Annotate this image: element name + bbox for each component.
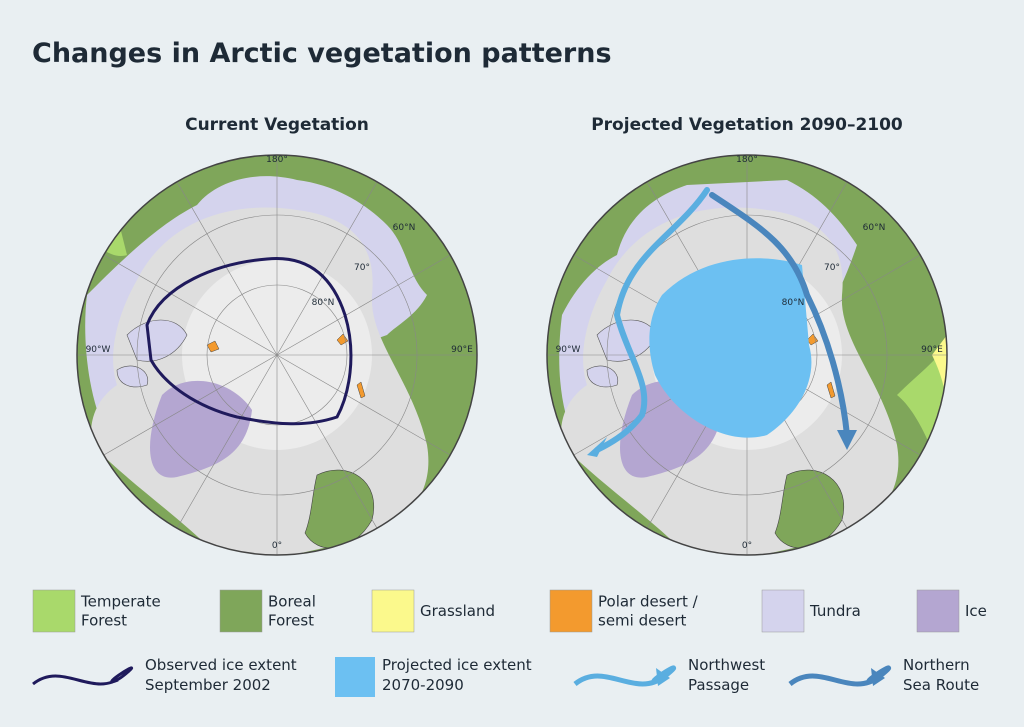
arrowhead <box>837 430 857 450</box>
legend-arrowhead <box>656 668 670 686</box>
graticule <box>103 254 278 356</box>
title: Changes in Arctic vegetation patterns <box>32 38 612 69</box>
legend-label: 2070-2090 <box>382 676 464 694</box>
legend-swatch <box>32 589 76 633</box>
graticule <box>176 354 278 529</box>
legend-label: Projected ice extent <box>382 656 532 674</box>
projected-ice <box>649 258 812 438</box>
coordinate-label: 70° <box>824 263 840 273</box>
graticule <box>276 354 378 529</box>
graticule <box>103 354 278 456</box>
graticule <box>276 254 451 356</box>
coordinate-label: 0° <box>742 541 752 551</box>
coordinate-label: 70° <box>354 263 370 273</box>
legend-label: Sea Route <box>903 676 979 694</box>
greenland <box>150 380 252 478</box>
coordinate-label: 60°N <box>863 223 886 233</box>
legend-arrowhead <box>871 668 885 686</box>
map-border <box>546 154 948 556</box>
northern-sea-route <box>709 192 850 438</box>
arrowhead <box>587 437 607 457</box>
coordinate-label: 90°E <box>451 345 473 355</box>
legend-label: Boreal <box>268 593 316 611</box>
graticule <box>276 354 451 456</box>
coordinate-label: 80°N <box>312 298 335 308</box>
graticule <box>276 181 378 356</box>
legend-label: Grassland <box>420 602 495 620</box>
legend-label: Northwest <box>688 656 765 674</box>
northwest-passage <box>594 187 710 453</box>
polar-map: 180° 60°N 70° 80°N 90°W 90°E 0° <box>76 154 478 556</box>
coordinate-label: 180° <box>736 155 758 165</box>
legend-swatch <box>761 589 805 633</box>
legend-label: Ice <box>965 602 987 620</box>
map-body <box>547 155 947 555</box>
legend-label: Forest <box>268 612 314 630</box>
coordinate-label: 180° <box>266 155 288 165</box>
polar-map: 180° 60°N 70° 80°N 90°W 90°E 0° <box>546 154 948 556</box>
legend-label: Tundra <box>809 602 861 620</box>
legend-line <box>32 666 133 686</box>
map-border <box>76 154 478 556</box>
map-title: Projected Vegetation 2090–2100 <box>591 115 903 135</box>
legend-label: Forest <box>81 612 127 630</box>
polar-desert <box>206 333 366 399</box>
legend-swatch <box>371 589 415 633</box>
legend-label: Northern <box>903 656 970 674</box>
legend-label: semi desert <box>598 612 687 630</box>
legend-label: Passage <box>688 676 749 694</box>
graticule <box>176 181 278 356</box>
observed-ice-line <box>145 257 353 426</box>
legend-label: Observed ice extent <box>145 656 297 674</box>
coordinate-label: 90°W <box>556 345 581 355</box>
legend-swatch <box>916 589 960 633</box>
coordinate-label: 90°W <box>86 345 111 355</box>
legend-label: September 2002 <box>145 676 271 694</box>
map-body <box>77 155 477 555</box>
coordinate-label: 80°N <box>782 298 805 308</box>
legend-swatch <box>549 589 593 633</box>
coordinate-label: 90°E <box>921 345 943 355</box>
coordinate-label: 60°N <box>393 223 416 233</box>
coordinate-label: 0° <box>272 541 282 551</box>
legend-label: Polar desert / <box>598 593 699 611</box>
legend-swatch <box>219 589 263 633</box>
map-title: Current Vegetation <box>185 115 369 135</box>
legend-label: Temperate <box>80 593 161 611</box>
legend-swatch <box>335 657 375 697</box>
